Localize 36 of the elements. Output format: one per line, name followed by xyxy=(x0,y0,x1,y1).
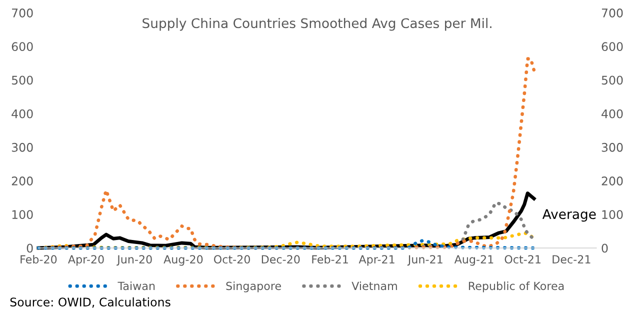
y2-tick-label: 500 xyxy=(602,76,623,85)
y-tick-label: 100 xyxy=(12,210,33,220)
legend-label: Republic of Korea xyxy=(468,282,564,292)
y2-tick-label: 100 xyxy=(602,210,623,220)
y-tick-label: 300 xyxy=(12,142,33,152)
y2-tick-label: 200 xyxy=(602,176,623,186)
x-tick-label: Oct-21 xyxy=(504,255,540,264)
x-tick-label: Apr-20 xyxy=(68,255,104,266)
y2-tick-label: 0 xyxy=(602,244,608,253)
x-tick-label: Dec-21 xyxy=(552,255,590,264)
chart-title: Supply China Countries Smoothed Avg Cases per Mil. xyxy=(142,18,492,31)
y-tick-label: 700 xyxy=(12,8,33,18)
x-tick-label: Apr-21 xyxy=(358,255,394,266)
y2-tick-label: 300 xyxy=(602,142,623,152)
x-tick-label: Jun-20 xyxy=(116,255,152,266)
x-tick-label: Oct-20 xyxy=(214,255,250,264)
y-tick-label: 0 xyxy=(26,244,33,253)
line-series xyxy=(36,238,536,250)
x-tick-label: Dec-20 xyxy=(262,255,300,264)
source-note: Source: OWID, Calculations xyxy=(10,297,170,308)
y2-tick-label: 700 xyxy=(602,8,623,18)
y-tick-label: 600 xyxy=(12,42,33,52)
legend-label: Taiwan xyxy=(118,282,155,290)
legend-label: Singapore xyxy=(226,282,281,292)
annotation: Average xyxy=(542,209,596,222)
y2-tick-label: 600 xyxy=(602,42,623,52)
y-tick-label: 200 xyxy=(12,176,33,186)
y2-tick-label: 400 xyxy=(602,109,623,118)
y-tick-label: 400 xyxy=(12,109,33,118)
x-tick-label: Feb-20 xyxy=(20,254,57,264)
x-tick-label: Jun-21 xyxy=(407,255,442,266)
legend-label: Vietnam xyxy=(352,282,397,290)
x-tick-label: Aug-21 xyxy=(454,255,494,266)
x-tick-label: Aug-20 xyxy=(164,255,203,266)
y-tick-label: 500 xyxy=(12,76,33,85)
x-tick-label: Feb-21 xyxy=(312,254,348,264)
